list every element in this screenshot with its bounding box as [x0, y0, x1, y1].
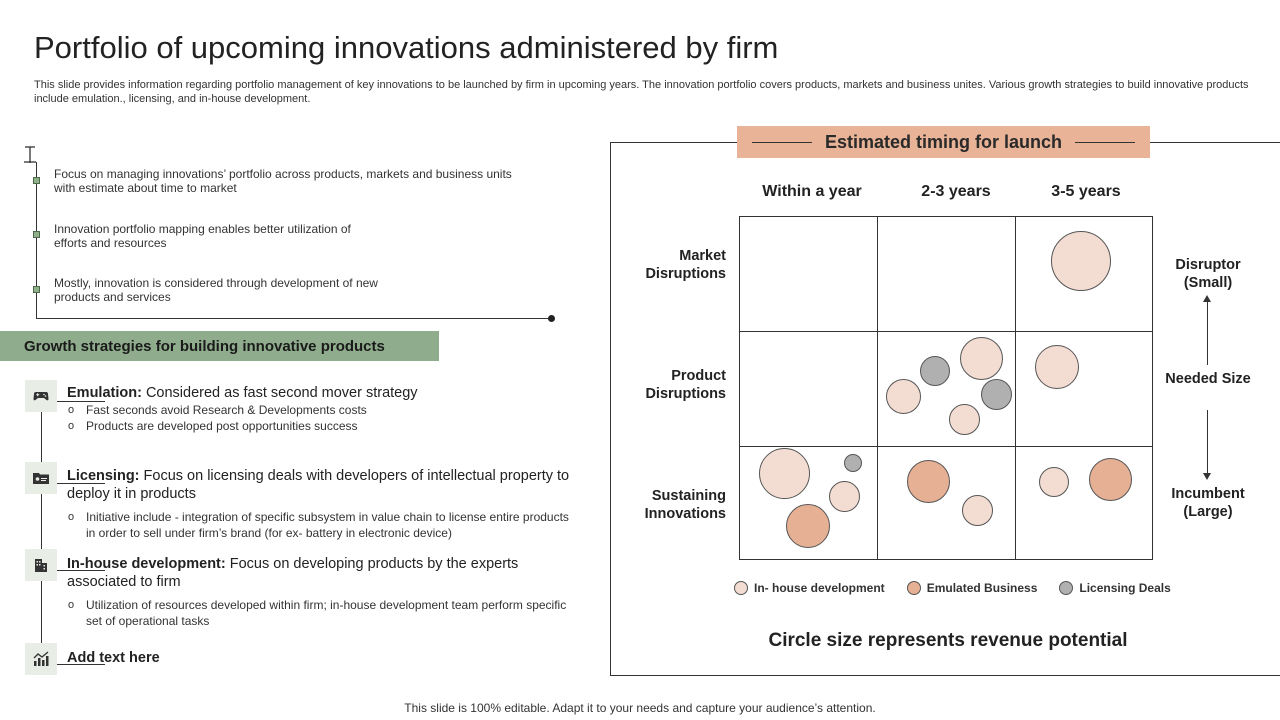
arrow-line-up [1207, 300, 1208, 365]
gamepad-icon [33, 392, 49, 401]
bullet-node [33, 286, 40, 293]
inhouse-icon-box [25, 549, 57, 581]
inhouse-underline [57, 570, 105, 571]
inhouse-heading: In-house development: Focus on developin… [67, 556, 519, 590]
bubble-licensing [981, 379, 1012, 410]
growth-strategies-banner: Growth strategies for building innovativ… [0, 331, 439, 361]
page-subtitle: This slide provides information regardin… [34, 79, 1249, 105]
emulation-heading: Emulation: Considered as fast second mov… [67, 385, 418, 401]
bullet-text-1: Focus on managing innovations’ portfolio… [54, 167, 512, 195]
matrix-cell [739, 331, 878, 447]
id-card-icon [33, 473, 49, 484]
footer-note: This slide is 100% editable. Adapt it to… [404, 701, 876, 715]
bullet-rail [36, 162, 37, 318]
growth-chart-icon [33, 651, 49, 666]
licensing-underline [57, 483, 105, 484]
inhouse-sub-1: Utilization of resources developed withi… [68, 597, 576, 629]
licensing-sub-1: Initiative include - integration of spec… [68, 509, 576, 541]
column-header-2: 2-3 years [921, 183, 991, 200]
row-header-1: Market Disruptions [645, 248, 726, 282]
emulation-icon-box [25, 380, 57, 412]
column-header-3: 3-5 years [1051, 183, 1121, 200]
bubble-inhouse [886, 379, 921, 414]
banner-line-left [752, 142, 812, 143]
licensing-heading: Licensing: Focus on licensing deals with… [67, 468, 570, 502]
rail-end-dot [548, 315, 555, 322]
bubble-licensing [920, 356, 950, 386]
bubble-inhouse [1039, 467, 1069, 497]
scale-label-top: Disruptor (Small) [1175, 257, 1241, 291]
legend-dot-emulated [906, 581, 921, 595]
matrix-cell [739, 216, 878, 332]
matrix-cell [1015, 331, 1153, 447]
bullet-rail-base [36, 318, 550, 319]
row-header-3: Sustaining Innovations [644, 488, 726, 522]
addtext-heading[interactable]: Add text here [67, 650, 160, 666]
bubble-inhouse [1051, 231, 1111, 291]
addtext-underline [57, 664, 105, 665]
growth-strategies-title: Growth strategies for building innovativ… [24, 338, 385, 355]
bubble-licensing [844, 454, 862, 472]
legend-item-inhouse: In- house development [734, 581, 885, 595]
bubble-emulated [907, 460, 950, 503]
addtext-icon-box [25, 643, 57, 675]
legend-dot-inhouse [734, 581, 748, 595]
bubble-inhouse [962, 495, 993, 526]
matrix-cell [877, 446, 1016, 560]
scale-label-middle: Needed Size [1165, 371, 1251, 387]
row-header-2: Product Disruptions [645, 368, 726, 402]
licensing-icon-box [25, 462, 57, 494]
bullet-text-2: Innovation portfolio mapping enables bet… [54, 222, 351, 250]
bullet-node [33, 231, 40, 238]
legend-item-emulated: Emulated Business [906, 581, 1037, 595]
column-header-1: Within a year [762, 183, 862, 200]
emulation-sub-1: Fast seconds avoid Research & Developmen… [68, 402, 546, 418]
emulation-sub-2: Products are developed post opportunitie… [68, 418, 546, 434]
bubble-inhouse [960, 337, 1003, 380]
banner-line-right [1075, 142, 1135, 143]
arrow-up-icon [1203, 295, 1211, 302]
innovation-matrix [739, 216, 1153, 560]
building-icon [35, 559, 47, 572]
matrix-cell [1015, 446, 1153, 560]
legend-item-licensing: Licensing Deals [1059, 581, 1171, 595]
timing-banner-title: Estimated timing for launch [824, 132, 1063, 152]
bubble-inhouse [759, 448, 810, 499]
arrow-down-icon [1203, 473, 1211, 480]
bubble-emulated [786, 504, 830, 548]
matrix-legend: In- house development Emulated Business … [734, 579, 1193, 597]
arrow-line-down [1207, 410, 1208, 475]
strategies-rail [41, 395, 42, 655]
bubble-emulated [1089, 458, 1132, 501]
timing-banner: Estimated timing for launch [737, 126, 1150, 158]
legend-dot-licensing [1059, 581, 1074, 595]
bullet-node [33, 177, 40, 184]
bubble-inhouse [829, 481, 860, 512]
matrix-caption: Circle size represents revenue potential [768, 630, 1128, 651]
bubble-inhouse [1035, 345, 1079, 389]
matrix-cell [877, 216, 1016, 332]
rail-pin-icon [24, 146, 36, 163]
scale-label-bottom: Incumbent (Large) [1171, 486, 1245, 520]
page-title: Portfolio of upcoming innovations admini… [34, 30, 779, 65]
bullet-text-3: Mostly, innovation is considered through… [54, 276, 378, 304]
emulation-underline [57, 401, 105, 402]
bubble-inhouse [949, 404, 980, 435]
